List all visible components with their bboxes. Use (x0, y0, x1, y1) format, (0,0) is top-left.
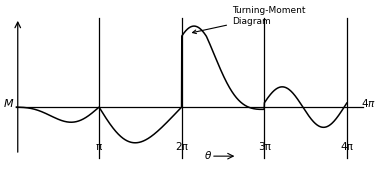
Text: 4π: 4π (340, 142, 353, 152)
Text: Turning-Moment
Diagram: Turning-Moment Diagram (193, 6, 306, 34)
Text: π: π (96, 142, 102, 152)
Text: M: M (4, 99, 14, 109)
Text: $4\pi$: $4\pi$ (361, 97, 376, 109)
Text: 2π: 2π (175, 142, 188, 152)
Text: 3π: 3π (258, 142, 271, 152)
Text: θ: θ (205, 151, 212, 161)
